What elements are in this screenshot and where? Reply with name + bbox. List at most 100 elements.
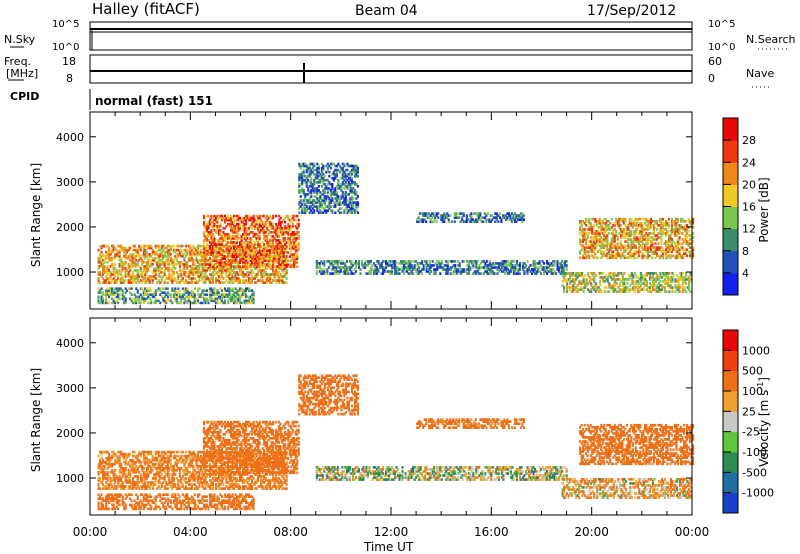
- echo-cell: [147, 263, 150, 266]
- echo-cell: [234, 227, 237, 230]
- echo-cell: [163, 244, 166, 248]
- echo-cell: [252, 257, 255, 260]
- echo-cell: [588, 256, 591, 260]
- echo-cell: [601, 228, 604, 231]
- echo-cell: [334, 189, 337, 192]
- echo-cell: [117, 271, 120, 274]
- echo-cell: [202, 293, 205, 296]
- echo-cell: [331, 193, 334, 196]
- echo-cell: [204, 259, 207, 262]
- echo-cell: [127, 267, 130, 270]
- echo-cell: [347, 176, 350, 180]
- echo-cell: [604, 240, 607, 243]
- echo-cell: [436, 260, 439, 263]
- echo-cell: [174, 289, 177, 292]
- echo-cell: [308, 191, 311, 194]
- echo-cell: [458, 264, 461, 267]
- echo-cell: [99, 261, 102, 264]
- echo-cell: [627, 238, 630, 241]
- echo-cell: [352, 170, 355, 174]
- echo-cell: [237, 293, 240, 296]
- echo-cell: [237, 233, 240, 236]
- echo-cell: [190, 277, 193, 280]
- echo-cell: [290, 243, 293, 246]
- echo-cell: [633, 254, 636, 258]
- echo-cell: [386, 270, 389, 273]
- echo-cell: [243, 299, 246, 303]
- echo-cell: [166, 263, 169, 266]
- echo-cell: [225, 293, 228, 296]
- echo-cell: [397, 270, 400, 273]
- echo-cell: [132, 263, 135, 266]
- echo-cell: [183, 248, 186, 252]
- echo-cell: [220, 243, 223, 246]
- echo-cell: [208, 245, 211, 248]
- echo-cell: [421, 268, 424, 271]
- echo-cell: [678, 236, 681, 239]
- echo-cell: [412, 268, 415, 271]
- echo-cell: [150, 299, 153, 303]
- echo-cell: [252, 263, 255, 267]
- echo-cell: [487, 272, 490, 275]
- echo-cell: [255, 220, 258, 224]
- echo-cell: [108, 256, 111, 260]
- echo-cell: [240, 271, 243, 274]
- echo-cell: [279, 263, 282, 267]
- echo-cell: [426, 212, 429, 215]
- echo-cell: [316, 201, 319, 204]
- echo-cell: [99, 289, 102, 292]
- echo-cell: [210, 297, 213, 301]
- echo-cell: [323, 187, 326, 190]
- echo-cell: [225, 247, 228, 250]
- echo-cell: [319, 174, 322, 178]
- echo-cell: [151, 281, 154, 284]
- echo-cell: [615, 254, 618, 258]
- echo-cell: [214, 301, 217, 305]
- echo-cell: [252, 233, 255, 236]
- echo-cell: [273, 252, 276, 256]
- echo-cell: [320, 268, 323, 271]
- echo-cell: [210, 239, 213, 242]
- echo-cell: [172, 295, 175, 299]
- echo-cell: [302, 205, 305, 208]
- echo-cell: [304, 211, 307, 214]
- echo-cell: [297, 218, 300, 222]
- echo-cell: [524, 264, 527, 267]
- echo-cell: [147, 259, 150, 262]
- echo-cell: [353, 189, 356, 192]
- echo-cell: [267, 277, 270, 280]
- echo-cell: [243, 293, 246, 296]
- echo-cell: [340, 187, 343, 190]
- echo-cell: [174, 297, 177, 301]
- echo-cell: [201, 244, 204, 248]
- echo-cell: [341, 168, 344, 172]
- echo-cell: [111, 265, 114, 268]
- echo-cell: [251, 281, 254, 284]
- echo-cell: [168, 277, 171, 280]
- echo-cell: [609, 248, 612, 251]
- echo-cell: [159, 259, 162, 262]
- echo-cell: [211, 293, 214, 296]
- echo-cell: [225, 224, 228, 228]
- echo-cell: [281, 233, 284, 236]
- echo-cell: [350, 262, 353, 265]
- echo-cell: [287, 239, 290, 242]
- echo-cell: [434, 270, 437, 273]
- echo-cell: [582, 236, 585, 239]
- echo-cell: [556, 264, 559, 267]
- echo-cell: [317, 199, 320, 202]
- echo-cell: [144, 293, 147, 296]
- echo-cell: [368, 260, 371, 263]
- echo-cell: [597, 234, 600, 237]
- echo-cell: [133, 265, 136, 268]
- echo-cell: [159, 261, 162, 264]
- echo-cell: [589, 230, 592, 233]
- echo-cell: [586, 252, 589, 255]
- echo-cell: [228, 289, 231, 292]
- echo-cell: [407, 272, 410, 275]
- echo-cell: [195, 301, 198, 305]
- echo-cell: [269, 241, 272, 244]
- echo-cell: [634, 222, 637, 225]
- echo-cell: [323, 272, 326, 275]
- echo-cell: [261, 279, 264, 282]
